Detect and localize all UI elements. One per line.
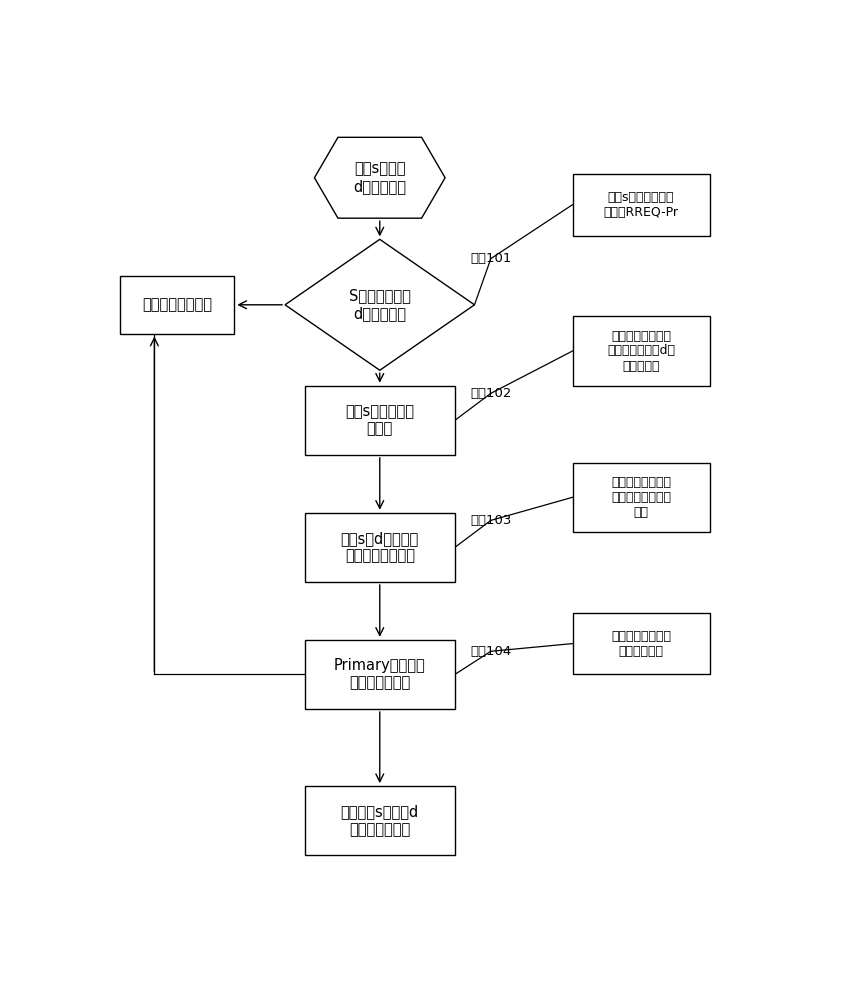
Text: 中间节点响应探寻
报文机制，节点d回
复报文机制: 中间节点响应探寻 报文机制，节点d回 复报文机制 (607, 330, 675, 372)
Text: 节点s生成主路由探
寻报文RREQ-Pr: 节点s生成主路由探 寻报文RREQ-Pr (604, 191, 679, 219)
Bar (304, 786, 455, 855)
Bar (304, 386, 455, 455)
Text: Primary节点探寻
备份下一跳节点: Primary节点探寻 备份下一跳节点 (334, 658, 426, 691)
Text: 主路径节点备份路
由探寻报文与回复
报文: 主路径节点备份路 由探寻报文与回复 报文 (611, 476, 671, 519)
Text: 生成节点s到节点d
的容断保护路由: 生成节点s到节点d 的容断保护路由 (341, 804, 419, 837)
Text: S缓存有到节点
d的路由信息: S缓存有到节点 d的路由信息 (349, 289, 411, 321)
Text: 搜索s到d节点不相
交的多条路径信息: 搜索s到d节点不相 交的多条路径信息 (341, 531, 419, 564)
Polygon shape (285, 239, 475, 370)
Text: 节点类型维护与节
点路由表建立: 节点类型维护与节 点路由表建立 (611, 630, 671, 658)
Bar (120, 276, 234, 334)
Polygon shape (314, 137, 445, 218)
Text: 开始数据分组传输: 开始数据分组传输 (142, 297, 212, 312)
Bar (304, 640, 455, 709)
Text: 步骤104: 步骤104 (470, 645, 512, 658)
Text: 节点s激活路由探
寻机制: 节点s激活路由探 寻机制 (346, 404, 414, 437)
Bar (572, 174, 710, 235)
Bar (304, 513, 455, 582)
Text: 步骤102: 步骤102 (470, 387, 512, 400)
Text: 步骤101: 步骤101 (470, 252, 512, 265)
Text: 步骤103: 步骤103 (470, 514, 512, 527)
Bar (572, 613, 710, 674)
Bar (572, 316, 710, 386)
Text: 节点s到节点
d的通信请求: 节点s到节点 d的通信请求 (353, 162, 406, 194)
Bar (572, 463, 710, 532)
